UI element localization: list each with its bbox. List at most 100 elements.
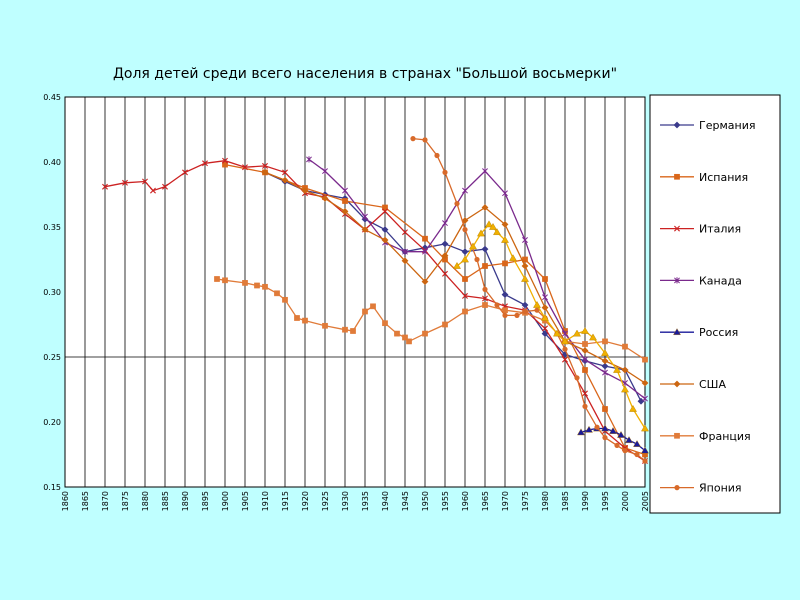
data-point [602,338,608,345]
x-tick-label: 1950 [421,491,430,511]
data-point [202,160,208,167]
data-point [621,385,629,393]
legend-label: Испания [699,171,748,184]
series-line [456,223,646,429]
data-point [406,338,412,345]
data-point [442,270,448,277]
data-point [637,397,645,405]
data-point [621,366,629,374]
x-tick-label: 1870 [101,491,110,511]
data-point [322,322,328,329]
legend-swatch-marker [673,380,681,388]
data-point [402,334,408,341]
x-tick-label: 1925 [321,491,330,511]
data-point [342,198,348,204]
x-tick-label: 1930 [341,491,350,511]
x-tick-label: 1890 [181,491,190,511]
series-8 [453,220,649,432]
x-tick-label: 1875 [121,491,130,511]
legend-swatch-marker [674,432,680,439]
x-tick-label: 2000 [621,491,630,511]
x-tick-label: 1955 [441,491,450,511]
data-point [642,356,648,363]
data-point [601,357,609,365]
data-point [274,290,280,297]
data-point [382,204,388,211]
data-point [342,187,348,194]
data-point [222,161,228,168]
series-layer [102,136,649,464]
x-tick-label: 1895 [201,491,210,511]
data-point [482,286,488,292]
data-point [102,183,108,190]
data-point [342,326,348,333]
data-point [382,208,388,215]
y-tick-label: 0.15 [43,483,61,492]
data-point [469,242,477,250]
data-point [577,428,585,436]
data-point [502,260,508,267]
data-point [482,168,488,175]
legend-label: Канада [699,274,742,287]
data-point [462,187,468,194]
legend-label: США [699,378,726,391]
x-tick-label: 1980 [541,491,550,511]
data-point [402,229,408,236]
legend-swatch-marker [674,173,680,180]
x-tick-label: 1865 [81,491,90,511]
data-point [502,190,508,197]
x-tick-label: 1915 [281,491,290,511]
data-point [601,362,609,370]
data-point [602,435,608,441]
data-point [617,431,625,438]
series-4 [577,424,649,454]
legend-swatch-marker [674,277,680,284]
data-point [421,244,429,252]
data-point [642,458,648,464]
data-point [421,278,429,285]
legend-item: Испания [660,171,748,184]
data-point [410,136,416,142]
x-tick-label: 1990 [581,491,590,511]
data-point [254,282,260,289]
legend-item: Россия [660,326,738,339]
data-point [242,164,248,171]
data-point [582,390,588,397]
data-point [282,169,288,176]
legend-swatch-marker [673,328,681,335]
legend-box [649,94,781,514]
data-point [582,341,588,347]
data-point [501,236,509,243]
data-point [482,263,488,269]
data-point [541,314,549,321]
data-point [582,356,588,363]
data-point [462,308,468,315]
data-point [402,248,408,255]
data-point [561,337,569,345]
data-point [521,301,529,309]
data-point [542,325,548,332]
legend-item: США [660,378,726,391]
data-point [622,343,628,350]
data-point [574,375,580,381]
data-point [461,248,469,256]
x-tick-label: 1920 [301,491,310,511]
legend-swatch-marker [674,485,680,491]
data-point [122,179,128,186]
x-tick-label: 1940 [381,491,390,511]
data-point [461,217,469,224]
data-point [461,255,469,263]
data-point [422,235,428,242]
data-point [589,333,597,341]
data-point [481,245,489,253]
data-point [361,226,369,233]
data-point [350,328,356,334]
data-point [585,425,593,433]
data-point [422,137,428,143]
data-point [581,347,589,354]
data-point [642,395,648,402]
y-tick-label: 0.20 [43,418,61,427]
x-axis-ticks: 1860 1865 1870 1875 1880 1885 1890 1895 1900 1905… [61,491,650,511]
legend-label: Италия [699,223,741,236]
x-tick-label: 1860 [61,491,70,511]
